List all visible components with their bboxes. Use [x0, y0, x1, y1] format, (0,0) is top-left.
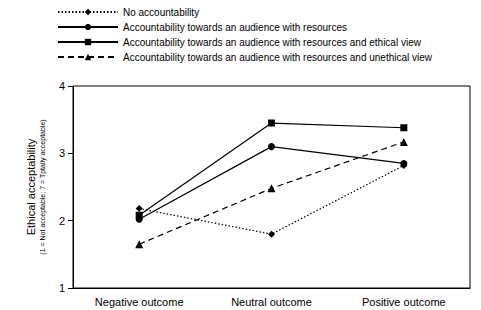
svg-text:Accountability towards an audi: Accountability towards an audience with … — [123, 37, 422, 48]
svg-text:Neutral outcome: Neutral outcome — [231, 296, 312, 308]
svg-text:Negative outcome: Negative outcome — [95, 296, 184, 308]
svg-text:1: 1 — [59, 282, 65, 294]
svg-text:No accountability: No accountability — [123, 7, 199, 18]
svg-text:3: 3 — [59, 147, 65, 159]
svg-text:4: 4 — [59, 80, 65, 92]
svg-text:2: 2 — [59, 215, 65, 227]
svg-text:Ethical acceptability: Ethical acceptability — [25, 138, 37, 235]
svg-text:(1 = Not acceptable; 7 = Tptal: (1 = Not acceptable; 7 = Tptally accepta… — [39, 119, 47, 254]
svg-text:Accountability towards an audi: Accountability towards an audience with … — [123, 22, 347, 33]
svg-text:Accountability towards an audi: Accountability towards an audience with … — [123, 52, 433, 63]
svg-text:Positive outcome: Positive outcome — [362, 296, 446, 308]
